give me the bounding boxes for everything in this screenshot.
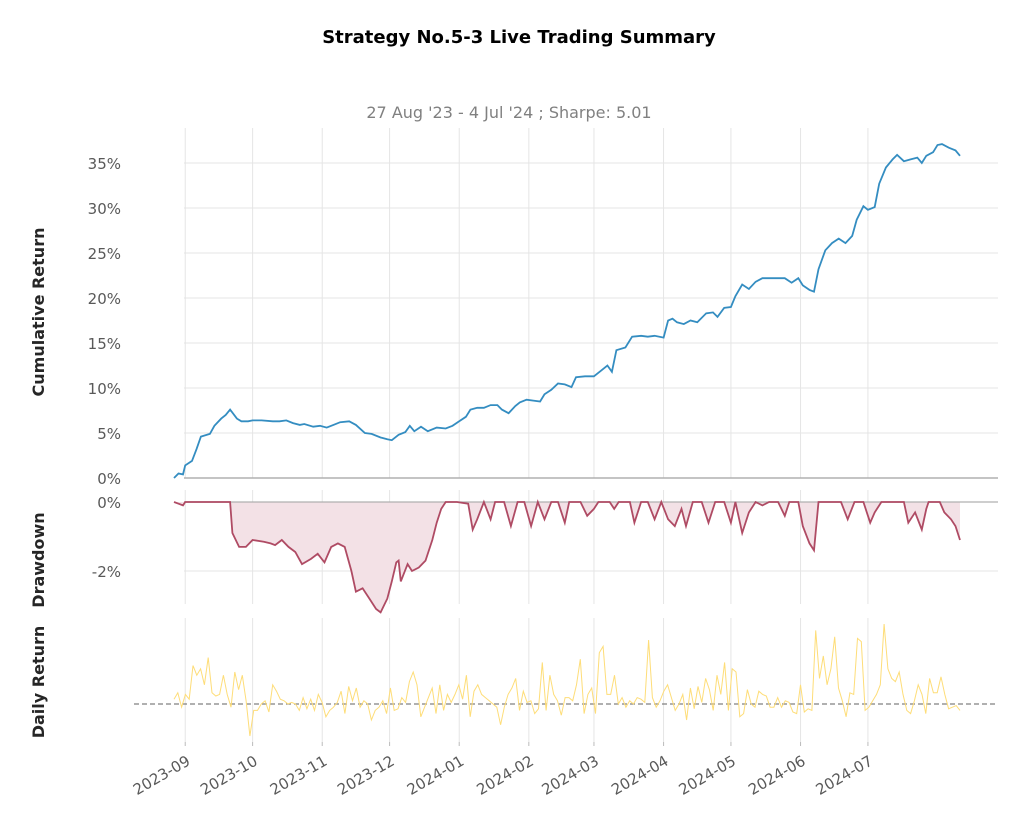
drawdown-y-tick-0: 0% bbox=[97, 494, 121, 512]
x-tick-label-2023-11: 2023-11 bbox=[267, 752, 330, 799]
drawdown-series-line bbox=[173, 499, 961, 614]
daily-return-series-line bbox=[173, 623, 961, 737]
drawdown-y-tick-1: -2% bbox=[92, 563, 121, 581]
chart-subtitle: 27 Aug '23 - 4 Jul '24 ; Sharpe: 5.01 bbox=[366, 103, 652, 122]
cumulative-y-tick-2: 10% bbox=[88, 380, 121, 398]
daily-return-ylabel: Daily Return bbox=[29, 626, 48, 739]
drawdown-area-fill bbox=[174, 502, 960, 613]
x-tick-label-2023-12: 2023-12 bbox=[334, 752, 397, 799]
x-tick-label-2023-09: 2023-09 bbox=[130, 752, 193, 799]
x-ticks: 2023-09 2023-10 2023-11 2023-12 2024-01 2024-… bbox=[130, 742, 876, 799]
cumulative-y-tick-7: 35% bbox=[88, 155, 121, 173]
drawdown-ylabel: Drawdown bbox=[29, 512, 48, 607]
cumulative-return-series-line bbox=[173, 143, 961, 479]
cumulative-y-tick-5: 25% bbox=[88, 245, 121, 263]
x-tick-label-2023-10: 2023-10 bbox=[197, 752, 260, 799]
x-tick-label-2024-04: 2024-04 bbox=[608, 752, 671, 799]
x-tick-label-2024-01: 2024-01 bbox=[404, 752, 467, 799]
cumulative-y-ticks: 0% 5% 10% 15% 20% 25% 30% 35% bbox=[88, 155, 121, 488]
chart-title: Strategy No.5-3 Live Trading Summary bbox=[322, 27, 716, 48]
cumulative-return-ylabel: Cumulative Return bbox=[29, 228, 48, 397]
cumulative-y-tick-0: 0% bbox=[97, 470, 121, 488]
x-tick-label-2024-07: 2024-07 bbox=[813, 752, 876, 799]
x-tick-label-2024-05: 2024-05 bbox=[676, 752, 739, 799]
x-grid bbox=[184, 128, 869, 742]
x-tick-label-2024-03: 2024-03 bbox=[539, 752, 602, 799]
x-tick-label-2024-06: 2024-06 bbox=[745, 752, 808, 799]
cumulative-y-tick-6: 30% bbox=[88, 200, 121, 218]
grid-layer bbox=[184, 162, 998, 572]
drawdown-y-ticks: 0% -2% bbox=[92, 494, 121, 581]
cumulative-y-tick-3: 15% bbox=[88, 335, 121, 353]
cumulative-y-tick-4: 20% bbox=[88, 290, 121, 308]
cumulative-y-tick-1: 5% bbox=[97, 425, 121, 443]
x-tick-label-2024-02: 2024-02 bbox=[474, 752, 537, 799]
